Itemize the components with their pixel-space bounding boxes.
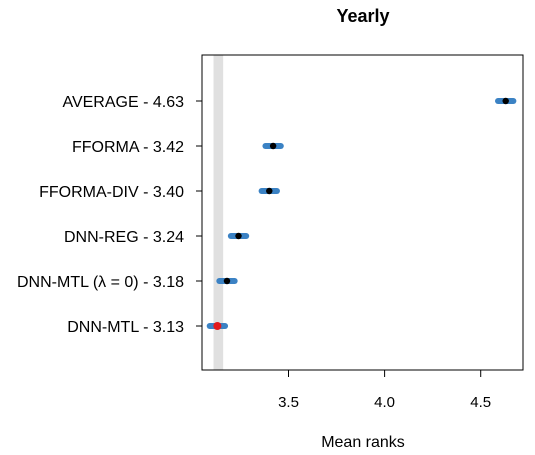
best-point: [213, 322, 222, 330]
y-tick-label: FFORMA - 3.42: [72, 139, 184, 156]
plot-frame: [201, 54, 524, 371]
data-point: [266, 187, 273, 195]
x-tick-label: 3.5: [278, 394, 299, 411]
x-tick-label: 4.0: [374, 394, 395, 411]
data-point: [502, 97, 509, 105]
y-tick-label: FFORMA-DIV - 3.40: [39, 184, 184, 201]
x-tick-label: 4.5: [470, 394, 491, 411]
y-tick-label: DNN-MTL - 3.13: [67, 319, 184, 336]
best-method-band: [213, 55, 224, 370]
y-tick-label: DNN-MTL (λ = 0) - 3.18: [17, 274, 184, 291]
x-axis-label: Mean ranks: [321, 434, 405, 451]
data-point: [235, 232, 242, 240]
y-tick-label: DNN-REG - 3.24: [64, 229, 184, 246]
y-tick-label: AVERAGE - 4.63: [62, 94, 184, 111]
data-point: [223, 277, 231, 285]
chart-title: Yearly: [336, 6, 389, 26]
data-point: [269, 142, 277, 150]
